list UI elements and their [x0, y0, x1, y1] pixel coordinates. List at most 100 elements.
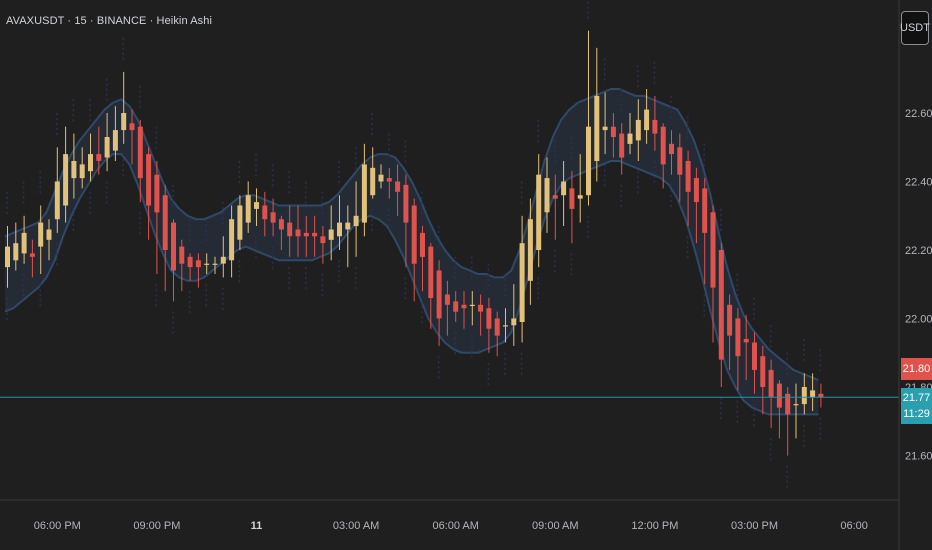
candle-body-bear	[760, 356, 766, 387]
candle-body-bull	[220, 256, 226, 264]
candle-body-bear	[162, 195, 168, 250]
candle-body-bull	[245, 195, 251, 223]
candle-body-bull	[586, 126, 591, 196]
candle-body-bear	[320, 236, 326, 244]
high-price-tag: 21.80	[901, 358, 932, 380]
candle-body-bull	[254, 202, 259, 209]
candle-body-bull	[544, 178, 550, 213]
candle-body-bear	[652, 119, 658, 134]
candle-body-bull	[353, 215, 359, 227]
candles-layer	[0, 30, 899, 456]
candle-body-bear	[685, 161, 691, 192]
candle-body-bear	[818, 393, 824, 398]
candle-body-bear	[776, 383, 782, 408]
candle-body-bear	[710, 212, 716, 288]
time-tick-label: 03:00 PM	[731, 520, 778, 532]
candle-body-bull	[38, 222, 44, 247]
candle-body-bear	[743, 339, 749, 343]
candle-body-bear	[262, 205, 268, 220]
candle-body-bull	[212, 263, 218, 265]
ghost-candles-layer	[6, 0, 822, 490]
candle-body-bear	[411, 205, 417, 264]
candle-body-bull	[594, 95, 600, 161]
candle-body-bear	[569, 188, 575, 209]
candle-body-bear	[171, 222, 176, 271]
time-tick-label: 06:00	[840, 520, 868, 532]
candle-body-bull	[204, 263, 210, 265]
candle-body-bear	[29, 253, 35, 257]
candle-body-bear	[552, 195, 558, 199]
candle-body-bear	[619, 133, 625, 158]
price-tick-label: 22.00	[905, 314, 932, 326]
candle-body-bear	[137, 126, 143, 179]
candle-body-bull	[328, 229, 334, 240]
candle-body-bull	[237, 205, 243, 240]
candle-body-bull	[602, 126, 608, 131]
candle-body-bull	[361, 164, 367, 223]
candle-body-bull	[71, 161, 77, 179]
time-tick-label: 12:00 PM	[631, 520, 678, 532]
time-tick-label: 06:00 AM	[432, 520, 478, 532]
price-tick-label: 21.60	[905, 451, 932, 463]
candle-body-bear	[179, 246, 185, 264]
candle-body-bear	[660, 126, 666, 165]
candle-body-bull	[536, 174, 542, 250]
candle-body-bear	[610, 126, 616, 137]
countdown-timer: 11:29	[903, 408, 930, 420]
candle-body-bull	[229, 219, 235, 261]
candle-body-bear	[693, 178, 699, 203]
candle-body-bull	[469, 304, 475, 306]
candle-body-bull	[21, 232, 27, 254]
candle-body-bear	[129, 123, 135, 131]
last-price-tag: 21.77 11:29	[901, 388, 932, 424]
candle-body-bear	[428, 246, 434, 298]
candle-body-bear	[146, 154, 152, 206]
candle-body-bear	[420, 232, 425, 257]
last-price-value: 21.77	[902, 392, 931, 404]
candle-body-bear	[702, 188, 708, 233]
candle-body-bear	[96, 154, 102, 161]
candle-body-bull	[370, 167, 376, 196]
candle-body-bull	[635, 119, 641, 141]
time-tick-label: 09:00 PM	[133, 520, 180, 532]
candle-body-bear	[677, 147, 683, 175]
candle-body-bear	[278, 219, 284, 230]
candle-body-bull	[337, 222, 342, 237]
candle-body-bear	[395, 181, 401, 192]
price-tick-label: 22.20	[905, 245, 932, 257]
candle-body-bear	[494, 318, 500, 336]
candle-body-bull	[88, 154, 93, 172]
price-tick-label: 22.60	[905, 108, 932, 120]
candle-body-bear	[312, 232, 318, 237]
candle-body-bull	[63, 154, 69, 206]
time-tick-label: 11	[251, 520, 263, 532]
candle-body-bull	[79, 164, 85, 179]
time-axis[interactable]: 06:00 PM 09:00 PM 11 03:00 AM 06:00 AM 09:00 …	[34, 520, 868, 532]
candle-body-bear	[187, 256, 193, 268]
candle-body-bull	[627, 133, 633, 144]
candle-body-bull	[519, 243, 525, 322]
candle-body-bear	[727, 304, 733, 336]
candle-body-bear	[436, 270, 442, 319]
currency-unit-button[interactable]: USDT	[900, 11, 930, 45]
candle-body-bear	[444, 294, 450, 305]
candle-body-bull	[801, 387, 807, 405]
candle-body-bear	[461, 304, 467, 309]
candle-body-bear	[478, 304, 484, 312]
candle-body-bull	[561, 181, 567, 196]
candle-body-bear	[403, 184, 409, 223]
chart-title: AVAXUSDT · 15 · BINANCE · Heikin Ashi	[6, 15, 213, 27]
candle-body-bear	[768, 369, 774, 398]
time-tick-label: 03:00 AM	[333, 520, 379, 532]
candle-body-bull	[5, 246, 10, 268]
time-tick-label: 09:00 AM	[532, 520, 578, 532]
candle-body-bear	[453, 301, 459, 312]
candle-body-bull	[810, 390, 816, 398]
candle-body-bear	[303, 232, 309, 237]
candle-body-bear	[386, 178, 392, 182]
candle-body-bull	[46, 229, 52, 240]
candle-body-bull	[793, 404, 799, 406]
candle-body-bull	[104, 137, 110, 158]
time-tick-label: 06:00 PM	[34, 520, 81, 532]
